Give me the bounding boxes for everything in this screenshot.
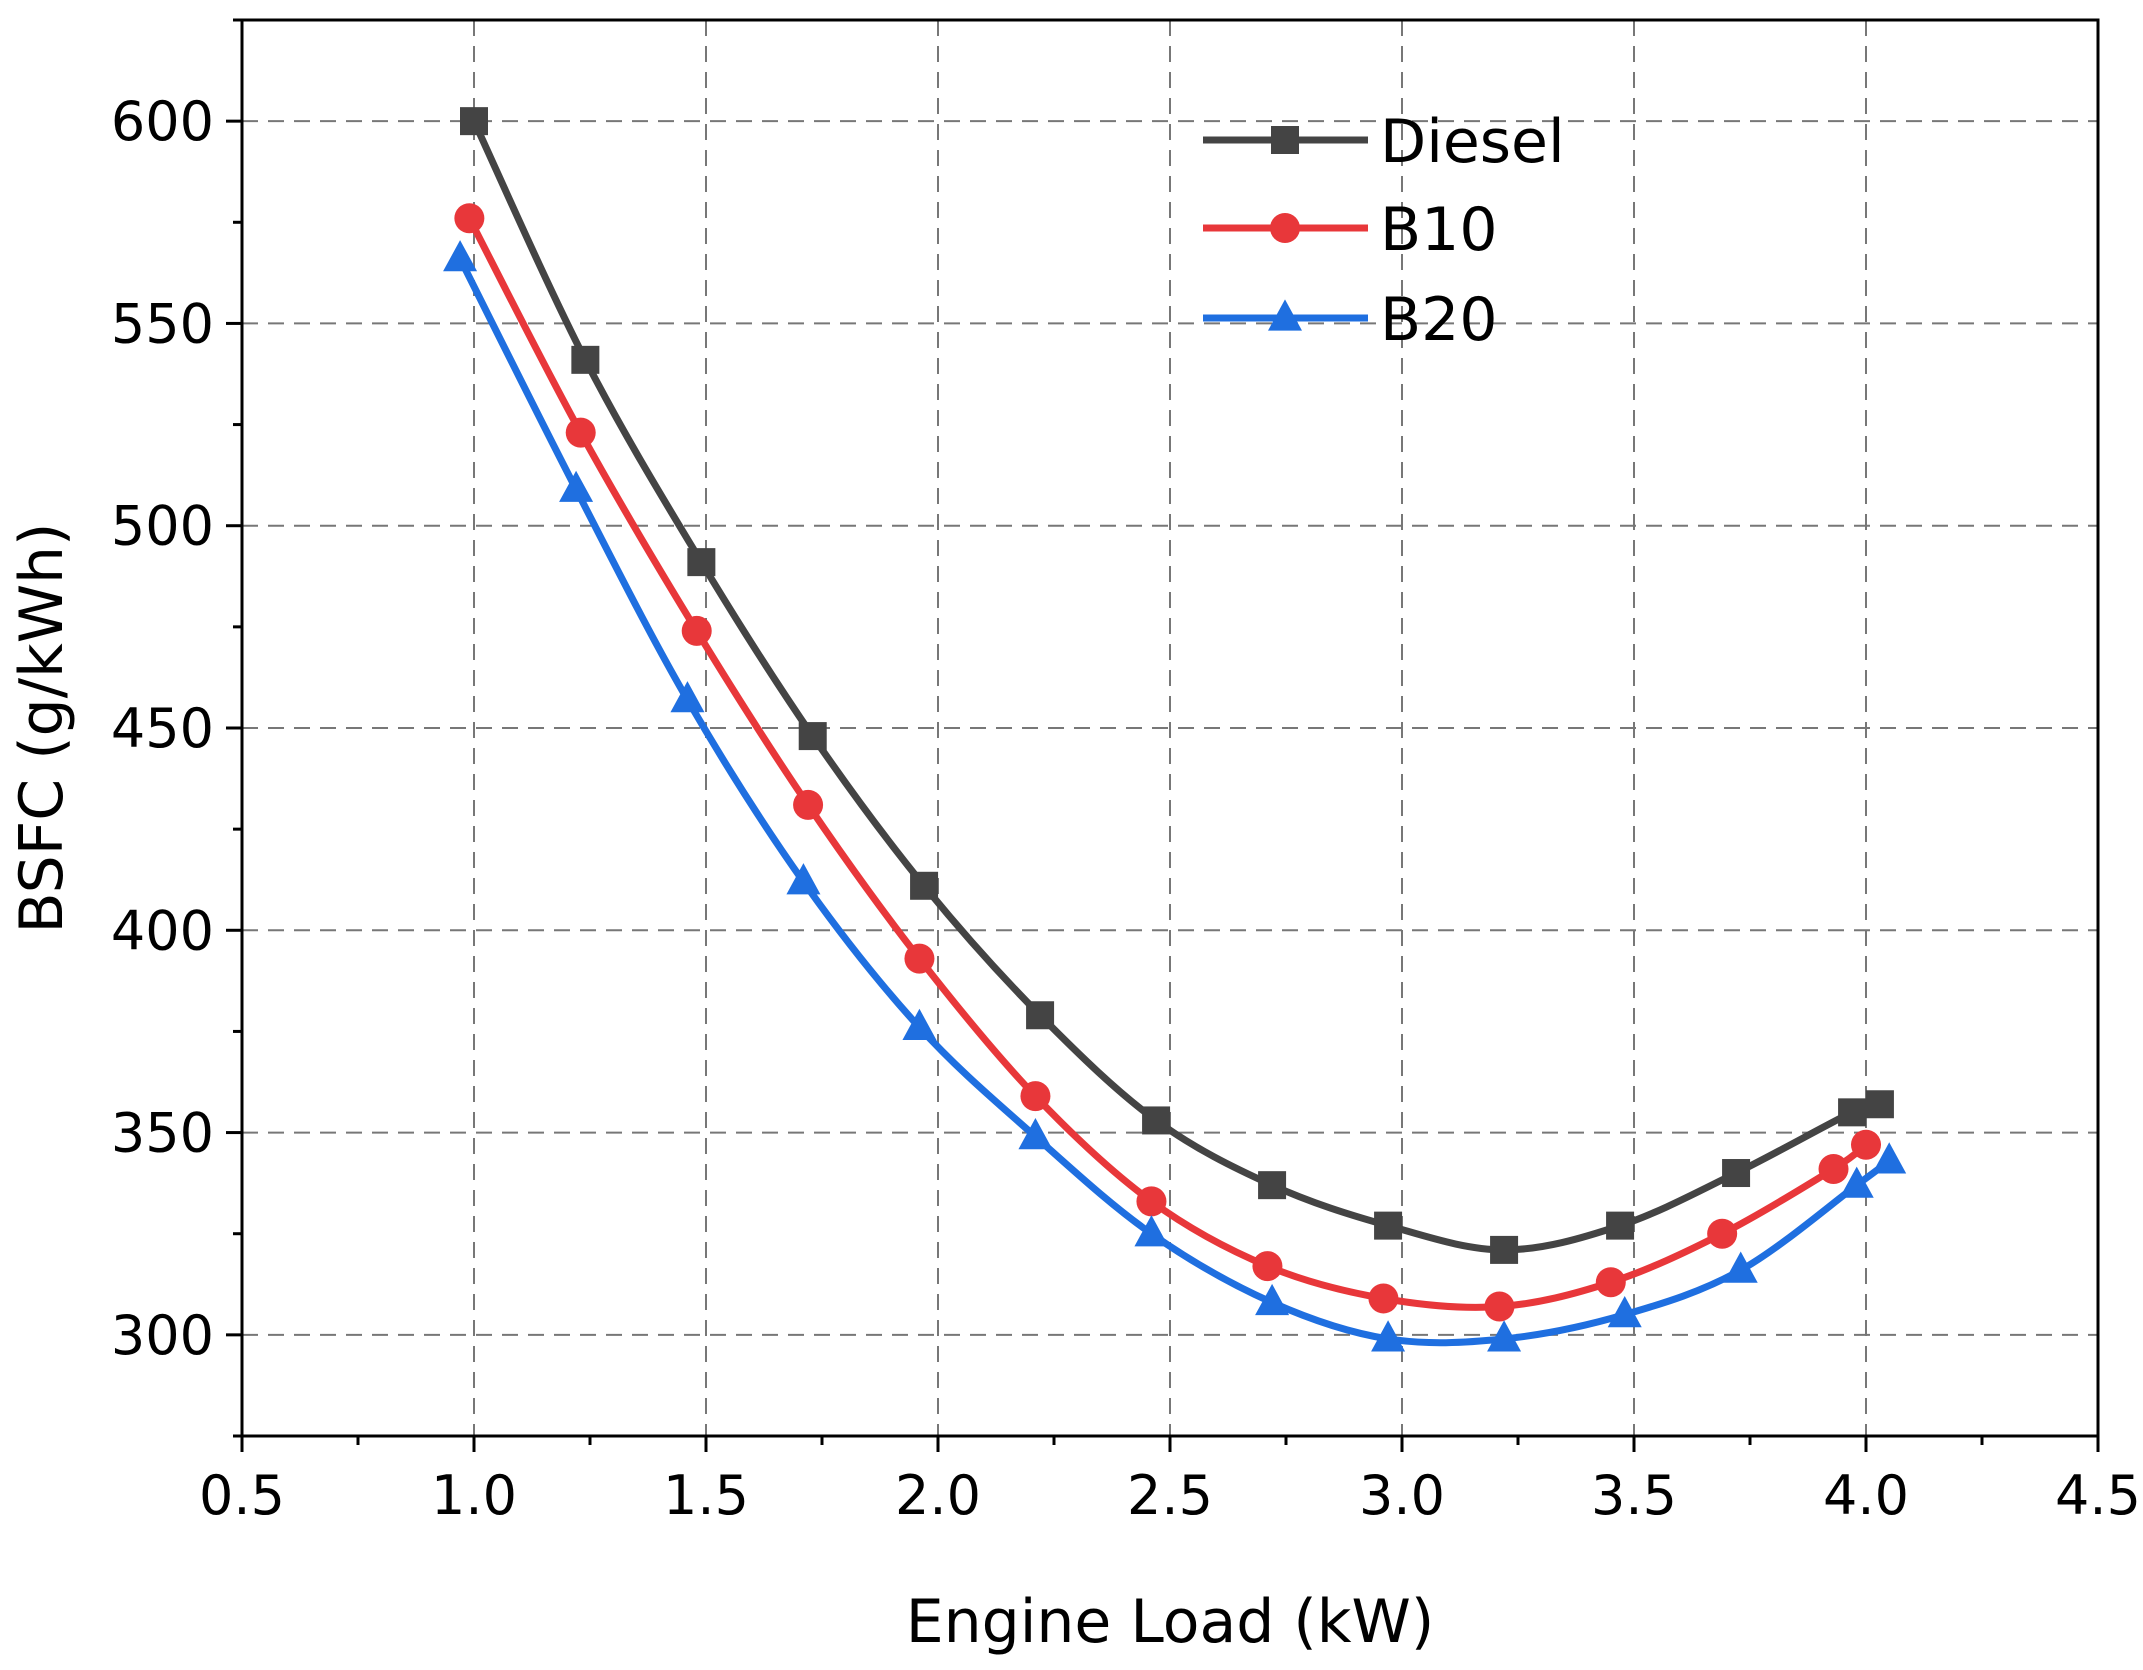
x-tick-label: 3.5 [1591, 1464, 1677, 1527]
legend-marker-shape [1270, 213, 1300, 243]
data-point-diesel [1865, 1090, 1894, 1119]
legend-item-diesel: Diesel [1203, 107, 1565, 177]
data-point-diesel [1490, 1235, 1519, 1264]
data-point-b20 [670, 681, 705, 713]
data-point-b10 [904, 943, 935, 974]
data-point-b10 [1595, 1267, 1626, 1298]
series-b20 [443, 240, 1907, 1352]
data-point-b20 [1872, 1142, 1907, 1174]
data-point-b10 [1136, 1186, 1167, 1217]
data-point-b20 [1371, 1320, 1406, 1352]
data-point-diesel [571, 345, 600, 374]
x-tick-label: 4.5 [2055, 1464, 2141, 1527]
y-tick-label: 550 [111, 292, 214, 355]
data-point-b10 [1707, 1218, 1738, 1249]
legend: Diesel B10 B20 [1203, 107, 1565, 355]
data-point-b20 [1607, 1296, 1642, 1328]
data-point-diesel [910, 871, 939, 900]
data-point-diesel [1722, 1159, 1751, 1188]
data-point-b10 [1368, 1283, 1399, 1314]
x-tick-label: 2.0 [895, 1464, 981, 1527]
series-b10 [454, 203, 1881, 1322]
legend-marker-shape [1271, 126, 1299, 154]
legend-marker-b10 [1270, 213, 1300, 243]
legend-marker-b20 [1268, 299, 1302, 331]
x-tick-label: 2.5 [1127, 1464, 1213, 1527]
data-point-b20 [786, 863, 821, 895]
x-axis-title: Engine Load (kW) [906, 1587, 1435, 1657]
y-tick-label: 300 [111, 1304, 214, 1367]
legend-item-b20: B20 [1203, 285, 1498, 355]
x-tick-label: 4.0 [1823, 1464, 1909, 1527]
legend-label-b10: B10 [1380, 195, 1498, 265]
data-point-b10 [1020, 1081, 1051, 1112]
data-point-diesel [1026, 1001, 1055, 1030]
series-diesel [460, 107, 1894, 1264]
series-line-b10 [466, 216, 1869, 1311]
data-point-b10 [1484, 1291, 1515, 1322]
data-point-b20 [902, 1008, 937, 1040]
data-point-b10 [1851, 1129, 1881, 1160]
series-line-diesel [470, 119, 1881, 1254]
series-line-b20 [456, 257, 1892, 1347]
data-point-b20 [1487, 1320, 1522, 1352]
x-tick-label: 1.0 [431, 1464, 517, 1527]
x-tick-label: 3.0 [1359, 1464, 1445, 1527]
y-tick-label: 450 [111, 697, 214, 760]
data-point-diesel [1606, 1211, 1635, 1240]
data-point-diesel [687, 548, 716, 577]
data-point-diesel [1142, 1106, 1171, 1135]
legend-label-diesel: Diesel [1380, 107, 1565, 177]
data-point-diesel [1838, 1098, 1867, 1127]
legend-item-b10: B10 [1203, 195, 1498, 265]
grid [242, 20, 2098, 1436]
data-point-b10 [1818, 1153, 1849, 1184]
data-point-b20 [1255, 1283, 1290, 1316]
data-point-diesel [460, 107, 488, 136]
legend-label-b20: B20 [1380, 285, 1498, 355]
data-point-b20 [443, 240, 478, 272]
y-tick-label: 500 [111, 495, 214, 558]
data-point-b20 [1723, 1251, 1758, 1283]
axes: 0.5 1.0 1.5 2.0 2.5 3.0 3.5 4.0 4.5 300 350 400 450 5… [111, 18, 2141, 1527]
data-point-diesel [1374, 1211, 1403, 1240]
data-point-b20 [1134, 1215, 1169, 1247]
series-layer [443, 107, 1907, 1352]
data-point-b10 [1252, 1251, 1283, 1282]
data-point-b20 [1018, 1118, 1053, 1150]
data-point-diesel [1258, 1171, 1287, 1200]
y-tick-label: 600 [111, 90, 214, 153]
data-point-b10 [793, 789, 824, 820]
data-point-b10 [565, 417, 596, 448]
y-axis-title: BSFC (g/kWh) [7, 523, 77, 934]
data-point-b20 [1839, 1166, 1874, 1198]
data-point-b10 [681, 615, 712, 646]
data-point-diesel [798, 722, 827, 751]
x-tick-label: 1.5 [663, 1464, 749, 1527]
x-tick-label: 0.5 [199, 1464, 285, 1527]
legend-marker-diesel [1271, 126, 1299, 154]
legend-marker-shape [1268, 299, 1302, 331]
data-point-b20 [559, 470, 594, 502]
y-tick-label: 350 [111, 1102, 214, 1165]
y-tick-label: 400 [111, 899, 214, 962]
data-point-b10 [454, 203, 485, 234]
